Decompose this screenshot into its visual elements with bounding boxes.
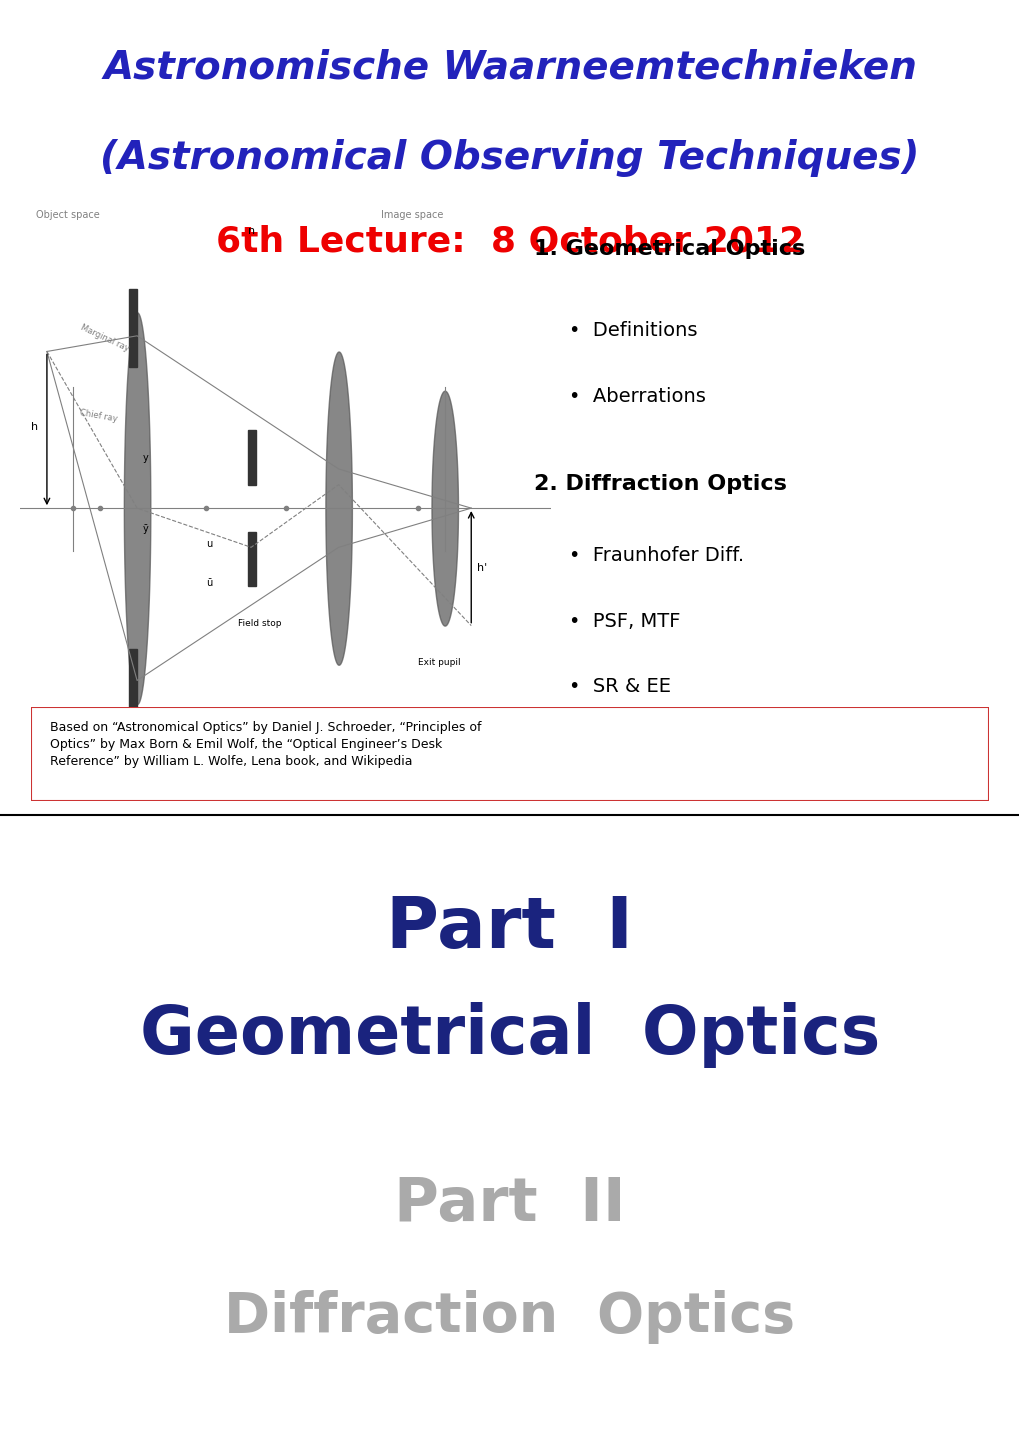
Text: Image space: Image space — [381, 211, 443, 221]
Text: Diffraction  Optics: Diffraction Optics — [224, 1290, 795, 1345]
Text: Chief ray: Chief ray — [78, 408, 118, 424]
Text: ȳ: ȳ — [143, 524, 148, 534]
Text: •  Fraunhofer Diff.: • Fraunhofer Diff. — [569, 545, 743, 564]
Text: Object space: Object space — [37, 211, 100, 221]
Text: Marginal ray: Marginal ray — [78, 323, 130, 354]
Text: u: u — [206, 540, 212, 550]
Bar — [129, 289, 137, 367]
Text: Aperture stop: Aperture stop — [105, 720, 167, 730]
Text: Geometrical  Optics: Geometrical Optics — [140, 1001, 879, 1068]
Text: •  Aberrations: • Aberrations — [569, 387, 705, 405]
Text: Part  II: Part II — [393, 1175, 626, 1234]
Text: •  SR & EE: • SR & EE — [569, 677, 671, 697]
Text: 2. Diffraction Optics: 2. Diffraction Optics — [534, 475, 787, 495]
Text: Field stop: Field stop — [237, 619, 281, 628]
Text: Part  I: Part I — [386, 893, 633, 962]
Text: Exit pupil: Exit pupil — [418, 658, 461, 667]
Text: ū: ū — [206, 579, 212, 589]
Text: h: h — [31, 421, 38, 431]
Bar — [249, 430, 256, 485]
FancyBboxPatch shape — [31, 707, 988, 801]
Text: Entrance pupil: Entrance pupil — [100, 736, 166, 745]
Text: Based on “Astronomical Optics” by Daniel J. Schroeder, “Principles of
Optics” by: Based on “Astronomical Optics” by Daniel… — [50, 722, 481, 768]
Text: •  PSF, MTF: • PSF, MTF — [569, 612, 680, 631]
Text: 1. Geometrical Optics: 1. Geometrical Optics — [534, 238, 805, 258]
Text: y: y — [143, 453, 148, 463]
Text: h': h' — [476, 563, 486, 573]
Text: •  high contrast im.: • high contrast im. — [569, 743, 758, 762]
Bar — [249, 531, 256, 586]
Text: 6th Lecture:  8 October 2012: 6th Lecture: 8 October 2012 — [216, 224, 803, 258]
Text: Astronomische Waarneemtechnieken: Astronomische Waarneemtechnieken — [103, 49, 916, 87]
Text: (Astronomical Observing Techniques): (Astronomical Observing Techniques) — [100, 139, 919, 176]
Text: •  Definitions: • Definitions — [569, 320, 697, 341]
Bar — [129, 649, 137, 727]
Text: n: n — [249, 227, 256, 237]
